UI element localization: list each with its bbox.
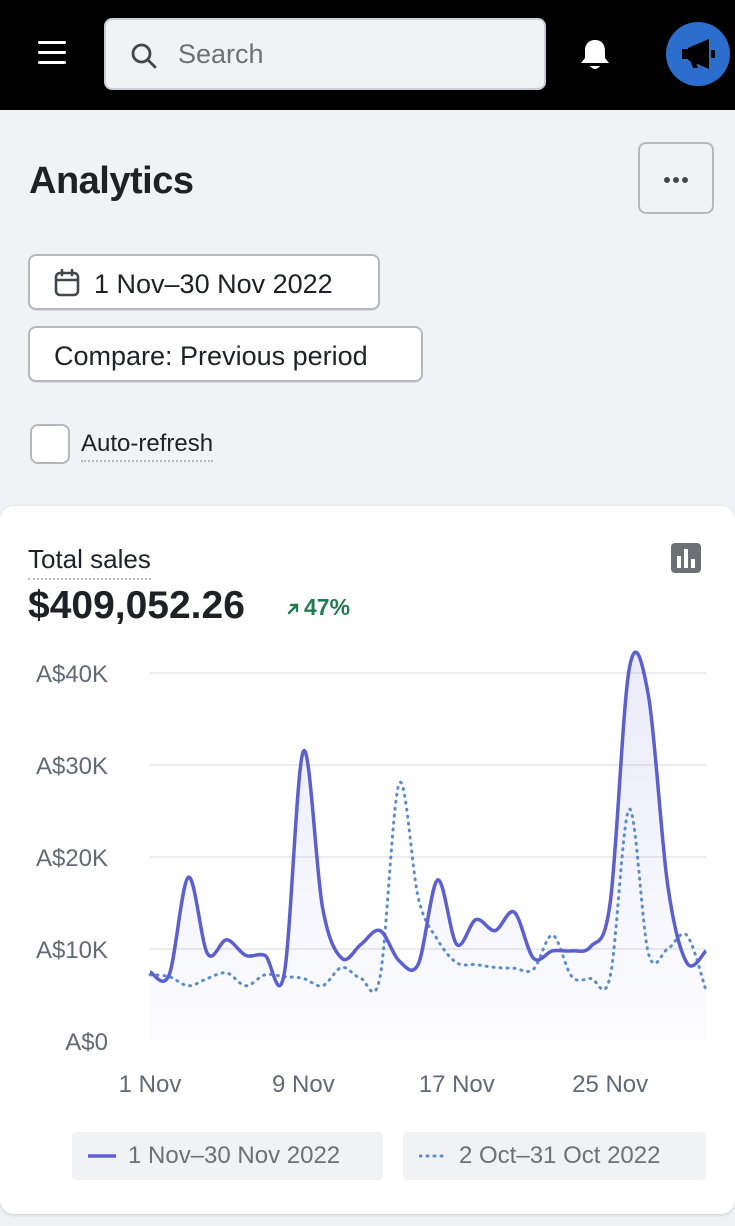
x-tick-label: 1 Nov <box>119 1071 182 1098</box>
legend-label: 2 Oct–31 Oct 2022 <box>459 1142 661 1169</box>
arrow-up-right-icon <box>287 603 299 615</box>
search-box[interactable] <box>104 18 546 90</box>
x-tick-label: 25 Nov <box>572 1071 648 1098</box>
avatar[interactable] <box>666 22 730 86</box>
more-horizontal-icon <box>664 177 670 183</box>
y-tick-label: A$10K <box>36 937 108 964</box>
top-bar <box>0 0 735 110</box>
sales-line-chart: A$0 A$10K A$20K A$30K A$40K 1 Nov 9 Nov 17 Nov 2… <box>36 650 708 1098</box>
page-title: Analytics <box>29 160 194 202</box>
total-sales-card: Total sales $409,052.26 47% A$0 A$10K A$20… <box>0 506 735 1214</box>
x-tick-label: 17 Nov <box>419 1071 495 1098</box>
legend-item-current-period[interactable]: 1 Nov–30 Nov 2022 <box>72 1132 383 1180</box>
y-tick-label: A$0 <box>65 1029 108 1056</box>
calendar-icon <box>54 269 80 297</box>
hamburger-menu-icon[interactable] <box>36 38 68 68</box>
megaphone-icon <box>682 39 715 69</box>
auto-refresh-checkbox[interactable] <box>30 424 70 464</box>
date-range-button[interactable]: 1 Nov–30 Nov 2022 <box>28 254 380 310</box>
compare-label: Compare: Previous period <box>54 341 368 371</box>
x-tick-label: 9 Nov <box>272 1071 335 1098</box>
card-title[interactable]: Total sales <box>28 544 151 580</box>
legend-label: 1 Nov–30 Nov 2022 <box>128 1142 341 1169</box>
compare-button[interactable]: Compare: Previous period <box>28 326 423 382</box>
bell-icon[interactable] <box>578 36 612 74</box>
legend-item-previous-period[interactable]: 2 Oct–31 Oct 2022 <box>403 1132 706 1180</box>
series-line-current <box>149 650 708 988</box>
y-tick-label: A$30K <box>36 753 108 780</box>
y-tick-label: A$40K <box>36 661 108 688</box>
bar-chart-icon[interactable] <box>670 542 702 574</box>
search-icon <box>131 43 157 69</box>
more-actions-button[interactable] <box>638 142 714 214</box>
sales-delta-badge: 47% <box>286 594 350 621</box>
total-sales-value: $409,052.26 <box>28 584 245 627</box>
y-tick-label: A$20K <box>36 845 108 872</box>
search-input[interactable] <box>178 20 528 88</box>
date-range-label: 1 Nov–30 Nov 2022 <box>94 269 333 299</box>
sales-delta-value: 47% <box>304 594 351 620</box>
auto-refresh-label[interactable]: Auto-refresh <box>81 430 214 462</box>
